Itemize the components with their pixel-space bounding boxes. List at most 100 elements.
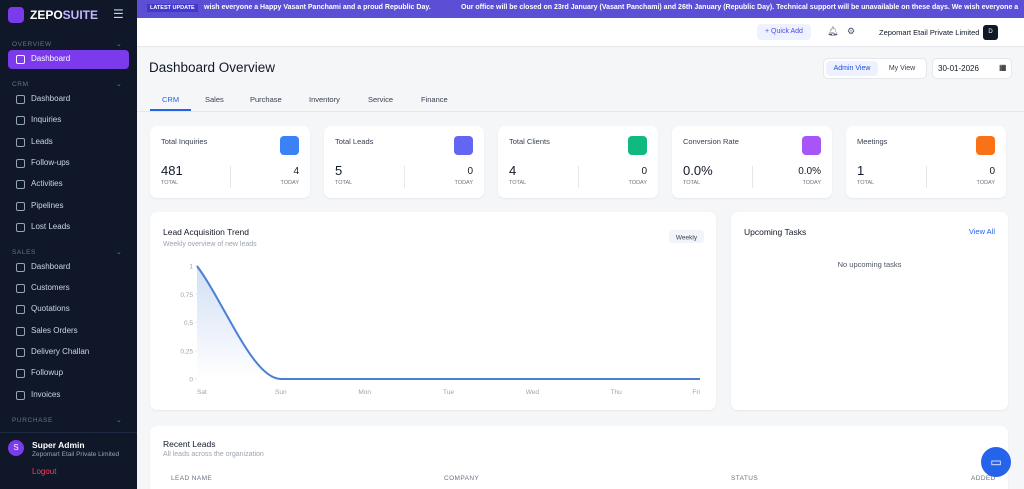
stat-total-label: TOTAL	[857, 180, 875, 186]
nav-icon	[16, 305, 25, 315]
nav-icon	[16, 55, 25, 64]
nav-icon	[16, 201, 25, 211]
nav-item[interactable]: Dashboard	[31, 54, 71, 63]
section-chevron[interactable]: ⌄	[116, 41, 122, 48]
stat-divider	[578, 166, 579, 188]
nav-item[interactable]: Pipelines	[31, 200, 64, 210]
stat-today-label: TODAY	[802, 180, 821, 186]
line-area	[197, 266, 700, 379]
nav-icon	[16, 348, 25, 357]
quick-add[interactable]: + Quick Add	[757, 24, 811, 40]
stat-today: 0	[641, 166, 647, 177]
banner-label: LATEST UPDATE	[147, 4, 198, 12]
x-tick-label: Thu	[611, 389, 623, 396]
company-name[interactable]: Zepomart Etail Private Limited	[879, 28, 980, 37]
date-value: 30-01-2026	[938, 64, 979, 73]
y-tick-label: 0,25	[180, 348, 193, 355]
view-button[interactable]: My View	[888, 65, 916, 72]
company-avatar[interactable]: D	[983, 25, 998, 40]
x-tick-label: Tue	[443, 389, 454, 396]
stat-title: Conversion Rate	[683, 137, 739, 146]
logout[interactable]: Logout	[32, 467, 57, 476]
stat-icon	[454, 136, 473, 155]
empty-message: No upcoming tasks	[837, 260, 902, 269]
section-chevron[interactable]: ⌄	[116, 81, 122, 88]
nav-item[interactable]: Activities	[31, 179, 63, 189]
nav-item[interactable]: Dashboard	[31, 261, 71, 271]
nav-item[interactable]: Dashboard	[31, 94, 71, 103]
stat-card: Total Leads 5 TOTAL 0 TODAY	[324, 126, 484, 198]
menu-toggle[interactable]: ☰	[113, 7, 124, 21]
nav-icon	[16, 284, 25, 294]
settings-icon[interactable]: ⚙︎	[847, 26, 856, 36]
stat-divider	[404, 166, 405, 188]
nav-item[interactable]: Lost Leads	[31, 221, 71, 231]
nav-item[interactable]: Customers	[31, 283, 70, 293]
nav-icon	[16, 222, 25, 232]
tasks-title: Upcoming Tasks	[744, 227, 807, 237]
nav-item[interactable]: Quotations	[31, 304, 70, 314]
view-all[interactable]: View All	[968, 227, 995, 236]
stat-total-label: TOTAL	[161, 180, 179, 186]
stat-total-label: TOTAL	[683, 180, 701, 186]
nav-item[interactable]: Follow-ups	[31, 157, 70, 167]
stat-today: 0	[467, 166, 473, 177]
section-chevron[interactable]: ⌄	[116, 248, 122, 256]
section-title: PURCHASE	[12, 416, 53, 424]
tab-underline	[150, 109, 191, 111]
divider	[0, 432, 137, 433]
tab[interactable]: Inventory	[309, 95, 340, 104]
tab[interactable]: CRM	[162, 95, 180, 104]
stat-icon	[280, 136, 299, 155]
bell-icon[interactable]: 🔔︎	[827, 26, 839, 36]
stat-total-label: TOTAL	[509, 180, 527, 186]
stat-total-label: TOTAL	[335, 180, 353, 186]
view-button[interactable]: Admin View	[826, 61, 878, 76]
tasks-card: Upcoming Tasks View All No upcoming task…	[731, 212, 1008, 410]
stat-card: Total Inquiries 481 TOTAL 4 TODAY	[150, 126, 310, 198]
stat-title: Total Leads	[335, 137, 374, 146]
stat-divider	[230, 166, 231, 188]
stat-today-label: TODAY	[628, 180, 647, 186]
tab[interactable]: Finance	[421, 95, 448, 104]
stat-total: 4	[509, 163, 517, 178]
stat-card: Meetings 1 TOTAL 0 TODAY	[846, 126, 1006, 198]
tab[interactable]: Sales	[205, 95, 224, 104]
nav-item[interactable]: Leads	[31, 136, 53, 146]
nav-item[interactable]: Followup	[31, 368, 64, 378]
stat-icon	[628, 136, 647, 155]
nav-icon	[16, 326, 25, 336]
header: + Quick Add 🔔︎ ⚙︎ Zepomart Etail Private…	[137, 18, 1024, 47]
nav-item[interactable]: Delivery Challan	[31, 347, 90, 356]
nav-item[interactable]: Invoices	[31, 389, 61, 399]
column-header: COMPANY	[444, 475, 480, 482]
period-badge	[669, 230, 704, 243]
nav-item[interactable]: Sales Orders	[31, 325, 78, 335]
chat-button[interactable]: ▭	[981, 447, 1011, 477]
stat-today: 0.0%	[798, 166, 821, 177]
y-tick-label: 1	[189, 264, 193, 271]
chart-subtitle: Weekly overview of new leads	[163, 241, 257, 248]
banner-message: Our office will be closed on 23rd Januar…	[461, 4, 1019, 11]
period-label: Weekly	[676, 235, 698, 242]
active-highlight	[8, 50, 129, 69]
stat-card: Conversion Rate 0.0% TOTAL 0.0% TODAY	[672, 126, 832, 198]
x-tick-label: Wed	[526, 389, 540, 396]
stat-total: 0.0%	[683, 163, 713, 178]
x-tick-label: Sat	[197, 389, 207, 396]
x-tick-label: Sun	[275, 389, 287, 396]
tab[interactable]: Service	[368, 95, 394, 104]
date-picker[interactable]: 30-01-2026 ▦	[932, 58, 1012, 79]
chart-title: Lead Acquisition Trend	[163, 227, 249, 237]
stat-title: Total Clients	[509, 137, 550, 146]
line	[196, 265, 700, 381]
tab[interactable]: Purchase	[250, 95, 282, 104]
stat-divider	[752, 166, 753, 188]
chart-card: Lead Acquisition Trend Weekly overview of…	[150, 212, 716, 410]
section-title: Recent Leads	[163, 439, 216, 449]
brand-a: ZEPO	[30, 8, 63, 22]
section-title: OVERVIEW	[12, 41, 52, 48]
chart: Lead Acquisition Trend Weekly overview of…	[163, 227, 704, 396]
nav-item[interactable]: Inquiries	[31, 115, 62, 125]
section-chevron[interactable]: ⌄	[116, 416, 122, 424]
